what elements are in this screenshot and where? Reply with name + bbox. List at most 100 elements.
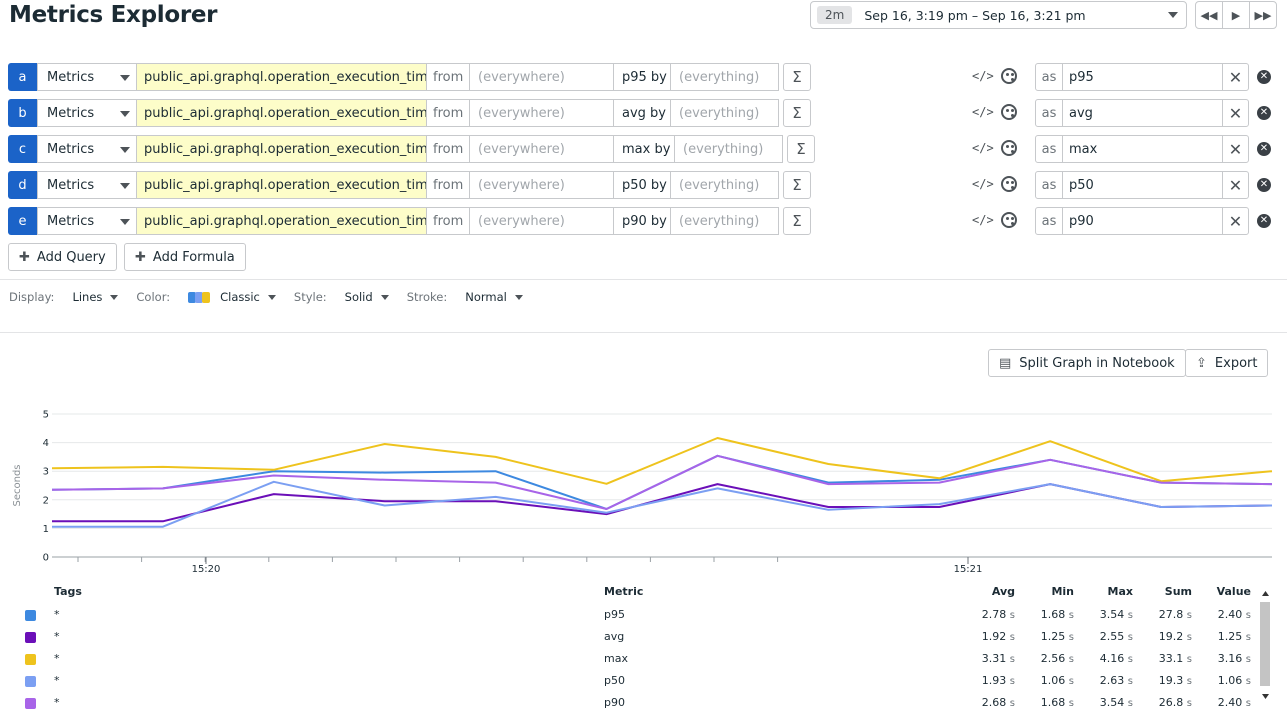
timeseries-chart[interactable]: 0 1 2 3 4 5 Seconds 15:20 15:21 — [0, 400, 1287, 580]
aggregation-select[interactable]: p90 by — [614, 207, 671, 235]
col-header-sum[interactable]: Sum — [1164, 585, 1192, 598]
plus-icon: ✚ — [135, 249, 146, 265]
remove-query-button[interactable]: ✕ — [1257, 178, 1271, 192]
series-color-swatch — [25, 610, 36, 621]
legend-scrollbar[interactable] — [1259, 586, 1272, 706]
col-header-metric[interactable]: Metric — [604, 585, 644, 598]
remove-query-button[interactable]: ✕ — [1257, 70, 1271, 84]
scope-input[interactable]: (everywhere) — [470, 135, 614, 163]
min-value: 1.06 — [1040, 674, 1066, 687]
min-cell: 2.56 s — [1014, 652, 1074, 665]
query-letter[interactable]: b — [8, 99, 37, 127]
col-header-avg[interactable]: Avg — [991, 585, 1015, 598]
palette-icon[interactable] — [1001, 140, 1017, 156]
group-by-input[interactable]: (everything) — [671, 171, 779, 199]
scope-input[interactable]: (everywhere) — [470, 99, 614, 127]
aggregation-select[interactable]: p95 by — [614, 63, 671, 91]
play-button[interactable]: ▶ — [1223, 2, 1250, 28]
data-source-label: Metrics — [47, 213, 95, 229]
data-source-select[interactable]: Metrics — [37, 99, 137, 127]
scope-input[interactable]: (everywhere) — [470, 207, 614, 235]
close-icon: ✕ — [1259, 143, 1269, 154]
sigma-function-button[interactable]: Σ — [787, 135, 815, 163]
query-letter[interactable]: c — [8, 135, 37, 163]
color-select[interactable]: Classic — [220, 290, 260, 304]
data-source-select[interactable]: Metrics — [37, 207, 137, 235]
alias-input[interactable]: p50 — [1063, 171, 1223, 199]
code-view-icon[interactable]: </> — [972, 141, 994, 155]
clear-alias-button[interactable]: ✕ — [1222, 99, 1249, 127]
export-button[interactable]: ⇪ Export — [1185, 349, 1269, 377]
aggregation-select[interactable]: avg by — [614, 99, 671, 127]
clear-alias-button[interactable]: ✕ — [1222, 171, 1249, 199]
col-header-value[interactable]: Value — [1216, 585, 1251, 598]
alias-input[interactable]: p90 — [1063, 207, 1223, 235]
sigma-function-button[interactable]: Σ — [783, 99, 811, 127]
rewind-button[interactable]: ◀◀ — [1196, 2, 1223, 28]
time-range-picker[interactable]: 2m Sep 16, 3:19 pm – Sep 16, 3:21 pm — [810, 1, 1187, 29]
split-graph-button[interactable]: ▤ Split Graph in Notebook — [988, 349, 1186, 377]
data-source-select[interactable]: Metrics — [37, 135, 137, 163]
group-by-input[interactable]: (everything) — [675, 135, 783, 163]
legend-row[interactable]: * p95 2.78 s 1.68 s 3.54 s 27.8 s 2.40 s — [0, 607, 1260, 629]
add-formula-label: Add Formula — [152, 249, 235, 265]
sigma-function-button[interactable]: Σ — [783, 63, 811, 91]
group-by-input[interactable]: (everything) — [671, 207, 779, 235]
alias-input[interactable]: avg — [1063, 99, 1223, 127]
min-value: 1.68 — [1040, 696, 1066, 709]
data-source-select[interactable]: Metrics — [37, 171, 137, 199]
code-view-icon[interactable]: </> — [972, 105, 994, 119]
col-header-min[interactable]: Min — [1051, 585, 1074, 598]
remove-query-button[interactable]: ✕ — [1257, 214, 1271, 228]
legend-row[interactable]: * p90 2.68 s 1.68 s 3.54 s 26.8 s 2.40 s — [0, 695, 1260, 717]
sum-cell: 26.8 s — [1132, 696, 1192, 709]
group-by-input[interactable]: (everything) — [671, 63, 779, 91]
palette-icon[interactable] — [1001, 104, 1017, 120]
add-formula-button[interactable]: ✚ Add Formula — [124, 243, 246, 271]
legend-row[interactable]: * avg 1.92 s 1.25 s 2.55 s 19.2 s 1.25 s — [0, 629, 1260, 651]
sum-cell: 19.2 s — [1132, 630, 1192, 643]
remove-query-button[interactable]: ✕ — [1257, 142, 1271, 156]
code-view-icon[interactable]: </> — [972, 69, 994, 83]
sigma-icon: Σ — [792, 212, 802, 230]
metric-name-input[interactable]: public_api.graphql.operation_execution_t… — [137, 99, 427, 127]
aggregation-select[interactable]: p50 by — [614, 171, 671, 199]
sigma-function-button[interactable]: Σ — [783, 207, 811, 235]
col-header-tags[interactable]: Tags — [54, 585, 82, 598]
stroke-label: Stroke: — [406, 290, 448, 304]
palette-icon[interactable] — [1001, 68, 1017, 84]
query-letter[interactable]: e — [8, 207, 37, 235]
chevron-down-icon — [120, 183, 130, 189]
col-header-max[interactable]: Max — [1107, 585, 1133, 598]
scope-input[interactable]: (everywhere) — [470, 171, 614, 199]
style-select[interactable]: Solid — [344, 290, 373, 304]
alias-input[interactable]: p95 — [1063, 63, 1223, 91]
palette-icon[interactable] — [1001, 176, 1017, 192]
legend-row[interactable]: * p50 1.93 s 1.06 s 2.63 s 19.3 s 1.06 s — [0, 673, 1260, 695]
clear-alias-button[interactable]: ✕ — [1222, 63, 1249, 91]
sigma-function-button[interactable]: Σ — [783, 171, 811, 199]
display-select[interactable]: Lines — [72, 290, 103, 304]
data-source-select[interactable]: Metrics — [37, 63, 137, 91]
metric-name-input[interactable]: public_api.graphql.operation_execution_t… — [137, 63, 427, 91]
metric-name-input[interactable]: public_api.graphql.operation_execution_t… — [137, 171, 427, 199]
group-by-input[interactable]: (everything) — [671, 99, 779, 127]
remove-query-button[interactable]: ✕ — [1257, 106, 1271, 120]
query-letter[interactable]: d — [8, 171, 37, 199]
code-view-icon[interactable]: </> — [972, 213, 994, 227]
add-query-button[interactable]: ✚ Add Query — [8, 243, 117, 271]
aggregation-select[interactable]: max by — [614, 135, 675, 163]
clear-alias-button[interactable]: ✕ — [1222, 207, 1249, 235]
clear-alias-button[interactable]: ✕ — [1222, 135, 1249, 163]
palette-icon[interactable] — [1001, 212, 1017, 228]
alias-input[interactable]: max — [1063, 135, 1223, 163]
forward-button[interactable]: ▶▶ — [1250, 2, 1276, 28]
unit-label: s — [1068, 632, 1074, 643]
metric-name-input[interactable]: public_api.graphql.operation_execution_t… — [137, 135, 427, 163]
metric-name-input[interactable]: public_api.graphql.operation_execution_t… — [137, 207, 427, 235]
scope-input[interactable]: (everywhere) — [470, 63, 614, 91]
stroke-select[interactable]: Normal — [465, 290, 507, 304]
legend-row[interactable]: * max 3.31 s 2.56 s 4.16 s 33.1 s 3.16 s — [0, 651, 1260, 673]
query-letter[interactable]: a — [8, 63, 37, 91]
code-view-icon[interactable]: </> — [972, 177, 994, 191]
